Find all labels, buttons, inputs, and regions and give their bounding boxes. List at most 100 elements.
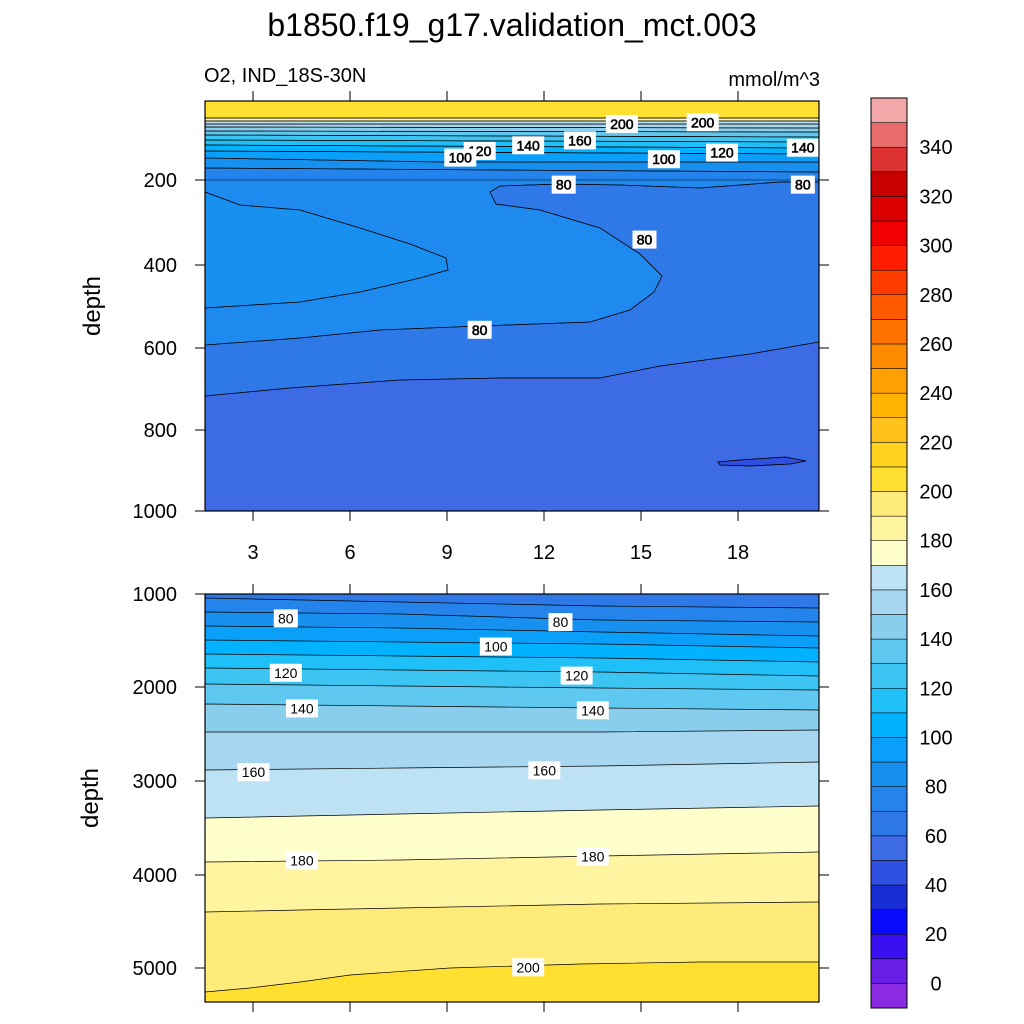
x-tick-label: 12 bbox=[533, 542, 555, 564]
contour-label: 140 bbox=[290, 700, 314, 716]
contour-label: 100 bbox=[652, 151, 676, 167]
contour-label-bg bbox=[605, 114, 638, 133]
y-tick-label: 2000 bbox=[133, 677, 178, 699]
colorbar-swatch bbox=[870, 417, 908, 443]
x-tick-label: 9 bbox=[441, 542, 452, 564]
colorbar-label: 180 bbox=[919, 531, 952, 553]
contour-label: 200 bbox=[610, 116, 634, 132]
colorbar-label: 100 bbox=[919, 727, 952, 749]
colorbar-swatch bbox=[870, 835, 908, 861]
y-tick-label: 5000 bbox=[133, 958, 178, 980]
contour-label: 80 bbox=[278, 610, 294, 626]
contour-label: 160 bbox=[568, 132, 592, 148]
chart-title: b1850.f19_g17.validation_mct.003 bbox=[267, 7, 756, 43]
colorbar-label: 320 bbox=[919, 186, 952, 208]
contour-label-bg bbox=[285, 699, 318, 718]
y-tick-label: 800 bbox=[144, 420, 177, 442]
y-tick-label: 200 bbox=[144, 170, 177, 192]
contour-label-bg bbox=[706, 143, 739, 162]
colorbar-label: 260 bbox=[919, 334, 952, 356]
x-tick-label: 6 bbox=[344, 542, 355, 564]
contour-label: 140 bbox=[581, 702, 605, 718]
colorbar-swatch bbox=[870, 220, 908, 246]
colorbar-labels: 0 20 40 60 80 100 120 140 160 180 200 220 240 260 280 3… bbox=[919, 137, 952, 995]
colorbar-swatch bbox=[870, 786, 908, 812]
upper-y-axis-label: depth bbox=[79, 276, 106, 336]
colorbar-label: 340 bbox=[919, 137, 952, 159]
contour-label: 180 bbox=[290, 852, 314, 868]
colorbar-swatch bbox=[870, 368, 908, 394]
colorbar-swatch bbox=[870, 392, 908, 418]
colorbar-swatch bbox=[870, 761, 908, 787]
colorbar-label: 160 bbox=[919, 580, 952, 602]
units-label: mmol/m^3 bbox=[728, 69, 820, 91]
colorbar-frame bbox=[870, 97, 908, 1009]
contour-label: 80 bbox=[556, 177, 572, 193]
colorbar-swatch bbox=[870, 146, 908, 173]
colorbar-swatch bbox=[870, 319, 908, 345]
contour-label: 200 bbox=[691, 114, 715, 130]
contour-label-bg bbox=[576, 847, 609, 866]
colorbar-label: 280 bbox=[919, 285, 952, 307]
variable-label: O2, IND_18S-30N bbox=[204, 65, 366, 87]
lower-panel: 80 80 100 120 120 140 140 160 160 180 180 200 1000 2… bbox=[77, 584, 829, 1012]
colorbar-swatch bbox=[870, 565, 908, 591]
colorbar-swatch bbox=[870, 515, 908, 541]
colorbar-swatch bbox=[870, 269, 908, 296]
y-tick-label: 4000 bbox=[133, 865, 178, 887]
contour-label-bg bbox=[528, 761, 561, 780]
contour-label-bg bbox=[576, 701, 609, 720]
colorbar-swatch bbox=[870, 884, 908, 910]
colorbar-swatch bbox=[870, 491, 908, 517]
colorbar-swatch bbox=[870, 614, 908, 640]
colorbar-swatch bbox=[870, 466, 908, 492]
colorbar-swatch bbox=[870, 860, 908, 886]
colorbar-swatch bbox=[870, 663, 908, 689]
x-tick-label: 15 bbox=[630, 542, 652, 564]
colorbar-swatch bbox=[870, 171, 908, 197]
y-tick-label: 400 bbox=[144, 255, 177, 277]
colorbar-swatch bbox=[870, 933, 908, 960]
lower-band-75 bbox=[205, 594, 819, 608]
contour-label: 80 bbox=[637, 232, 653, 248]
upper-x-ticks: 3 6 9 12 15 18 bbox=[247, 91, 749, 564]
contour-label: 140 bbox=[791, 140, 815, 156]
contour-label-bg bbox=[563, 131, 596, 150]
colorbar-swatches bbox=[870, 97, 908, 1009]
colorbar-label: 120 bbox=[919, 678, 952, 700]
colorbar-label: 80 bbox=[925, 777, 947, 799]
x-tick-label: 18 bbox=[727, 542, 749, 564]
lower-y-axis-label: depth bbox=[77, 768, 104, 828]
contour-label: 100 bbox=[449, 150, 473, 166]
upper-contour-lines bbox=[205, 117, 819, 467]
contour-label-bg bbox=[632, 230, 657, 249]
colorbar-swatch bbox=[870, 294, 908, 320]
y-tick-label: 1000 bbox=[133, 501, 178, 523]
colorbar-label: 200 bbox=[919, 482, 952, 504]
contour-label-bg bbox=[512, 958, 545, 977]
colorbar-swatch bbox=[870, 245, 908, 271]
colorbar-swatch bbox=[870, 909, 908, 935]
contour-label-bg bbox=[790, 175, 815, 194]
contour-label-bg bbox=[444, 148, 477, 167]
lower-x-ticks bbox=[252, 584, 739, 1012]
contour-label: 160 bbox=[533, 762, 557, 778]
contour-label: 80 bbox=[553, 614, 569, 630]
colorbar-swatch bbox=[870, 343, 908, 369]
lower-contour-labels: 80 80 100 120 120 140 140 160 160 180 180 200 bbox=[237, 609, 609, 977]
contour-label: 120 bbox=[710, 145, 734, 161]
colorbar-label: 0 bbox=[930, 973, 941, 995]
contour-label-bg bbox=[548, 613, 573, 632]
contour-label-bg bbox=[786, 138, 819, 157]
contour-label: 200 bbox=[516, 959, 540, 975]
contour-label-bg bbox=[479, 637, 512, 656]
contour-label: 120 bbox=[274, 665, 298, 681]
contour-label: 80 bbox=[472, 322, 488, 338]
colorbar-swatch bbox=[870, 97, 908, 123]
x-tick-label: 3 bbox=[247, 542, 258, 564]
contour-label: 120 bbox=[565, 668, 589, 684]
contour-label-bg bbox=[285, 851, 318, 870]
